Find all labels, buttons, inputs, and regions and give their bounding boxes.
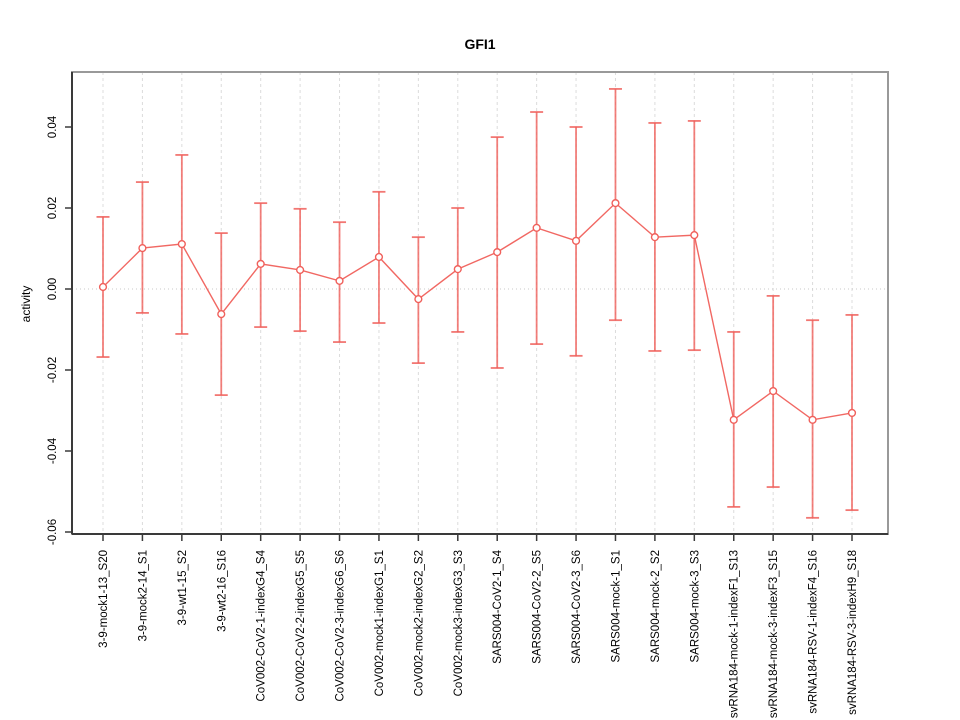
data-point xyxy=(808,415,817,424)
x-tick-label: CoV002-CoV2-2-indexG5_S5 xyxy=(295,550,307,702)
data-point xyxy=(571,236,581,245)
data-point xyxy=(532,223,541,232)
x-tick-label: SARS004-mock-2_S2 xyxy=(650,550,662,663)
x-tick-label: 3-9-mock1-13_S20 xyxy=(98,550,110,648)
y-tick-label: 0.00 xyxy=(47,278,59,300)
x-tick-label: SARS004-CoV2-2_S5 xyxy=(532,550,544,664)
y-tick-label: 0.04 xyxy=(47,115,59,138)
y-tick-label: -0.06 xyxy=(47,519,59,545)
data-point xyxy=(493,248,502,257)
data-point xyxy=(611,199,620,208)
x-tick-label: SARS004-mock-3_S3 xyxy=(689,550,701,663)
y-tick-label: 0.02 xyxy=(47,197,59,219)
data-point xyxy=(296,265,305,275)
data-point xyxy=(98,282,108,292)
data-point xyxy=(177,239,186,249)
x-tick-label: CoV002-CoV2-3-indexG6_S6 xyxy=(335,550,347,702)
x-tick-label: svRNA184-RSV-3-indexH9_S18 xyxy=(847,550,859,715)
x-tick-label: CoV002-mock2-indexG2_S2 xyxy=(413,550,425,696)
x-tick-label: SARS004-CoV2-1_S4 xyxy=(492,549,504,663)
x-tick-label: 3-9-wt1-15_S2 xyxy=(177,550,189,625)
x-tick-label: svRNA184-mock-3-indexF3_S15 xyxy=(768,550,780,718)
data-point xyxy=(414,295,423,304)
data-point xyxy=(769,386,778,396)
data-point xyxy=(217,310,226,319)
series-line xyxy=(102,202,853,422)
data-point xyxy=(453,265,462,274)
x-tick-label: CoV002-mock3-indexG3_S3 xyxy=(453,550,465,696)
data-point xyxy=(729,415,738,424)
data-point xyxy=(335,276,344,286)
x-tick-label: svRNA184-RSV-1-indexF4_S16 xyxy=(808,550,820,714)
data-point xyxy=(650,233,659,242)
x-tick-label: SARS004-mock-1_S1 xyxy=(610,550,622,663)
y-tick-label: -0.04 xyxy=(47,437,59,464)
plot-frame xyxy=(71,71,889,535)
chart-title: GFI1 xyxy=(464,36,496,52)
x-tick-label: CoV002-CoV2-1-indexG4_S4 xyxy=(256,549,268,701)
x-tick-label: svRNA184-mock-1-indexF1_S13 xyxy=(729,550,741,718)
x-tick-label: 3-9-wt2-16_S16 xyxy=(216,550,228,632)
data-point xyxy=(138,243,147,253)
y-tick-label: -0.02 xyxy=(47,357,59,383)
data-point xyxy=(847,408,857,418)
data-point xyxy=(256,259,265,268)
data-point xyxy=(374,252,384,262)
x-tick-label: 3-9-mock2-14_S1 xyxy=(137,550,149,641)
x-tick-label: CoV002-mock1-indexG1_S1 xyxy=(374,550,386,696)
x-tick-label: SARS004-CoV2-3_S6 xyxy=(571,550,583,664)
data-point xyxy=(690,231,699,240)
